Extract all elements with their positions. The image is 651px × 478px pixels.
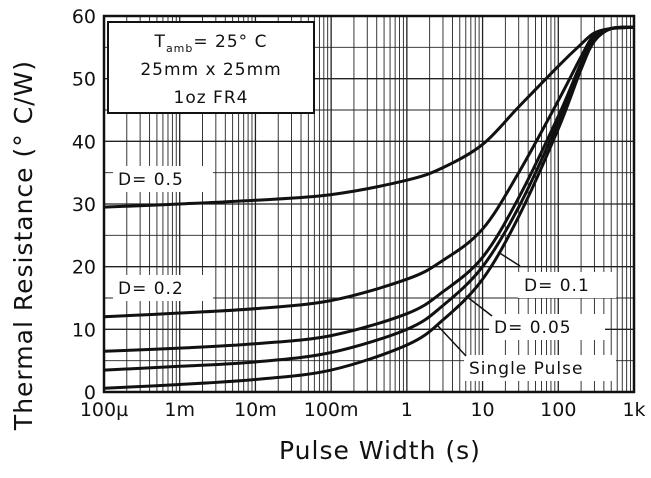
- annotation-bg-d01: [518, 272, 616, 298]
- annotation-bg-d02: [113, 275, 213, 301]
- annotation-bg-d005: [489, 314, 605, 340]
- y-tick-label: 40: [72, 131, 96, 153]
- annotations: D= 0.5 D= 0.2 D= 0.1 D= 0.05 Single Puls…: [113, 166, 616, 381]
- conditions-box-frame: [107, 21, 315, 114]
- x-tick-label: 1: [401, 399, 413, 421]
- annotation-d05: D= 0.5: [118, 170, 184, 190]
- y-tick-label: 10: [72, 319, 96, 341]
- annotation-d01: D= 0.1: [524, 276, 590, 296]
- annotation-d005: D= 0.05: [494, 318, 572, 338]
- x-tick-label: 10: [470, 399, 494, 421]
- series-lines: [103, 25, 635, 390]
- conditions-ambient-prefix: T: [154, 32, 166, 52]
- x-tick-label: 100: [540, 399, 576, 421]
- conditions-box: Tamb= 25° C 25mm x 25mm 1oz FR4: [107, 21, 315, 114]
- conditions-ambient-value: = 25° C: [193, 32, 267, 52]
- y-axis-title: Thermal Resistance (° C/W): [9, 60, 38, 431]
- plot-frame: [102, 14, 636, 394]
- conditions-line-2: 25mm x 25mm: [140, 60, 281, 80]
- y-tick-label: 0: [84, 382, 96, 404]
- y-tick-label: 20: [72, 257, 96, 279]
- annotation-d02: D= 0.2: [118, 279, 184, 299]
- conditions-line-1: Tamb= 25° C: [154, 32, 268, 55]
- leader-single: [437, 325, 467, 357]
- x-tick-label: 100m: [304, 399, 359, 421]
- y-tick-label: 60: [72, 6, 96, 28]
- annotation-bg-single: [464, 355, 616, 381]
- x-axis-title: Pulse Width (s): [279, 436, 481, 465]
- x-tick-label: 1m: [164, 399, 195, 421]
- x-tick-label: 1k: [622, 399, 645, 421]
- annotation-bg-d05: [113, 166, 213, 192]
- x-tick-label: 10m: [234, 399, 277, 421]
- leader-d005: [465, 295, 493, 317]
- y-tick-label: 30: [72, 194, 96, 216]
- series-line-4: [103, 25, 635, 390]
- conditions-line-3: 1oz FR4: [174, 88, 249, 108]
- tick-labels: 100µ 1m 10m 100m 1 10 100 1k 0 10 20 30 40 50 60: [72, 6, 646, 421]
- series-line-1: [103, 25, 635, 319]
- y-tick-label: 50: [72, 69, 96, 91]
- x-tick-label: 100µ: [80, 399, 128, 421]
- annotation-single-pulse: Single Pulse: [469, 359, 583, 379]
- leader-d01: [497, 251, 521, 267]
- conditions-ambient-subscript: amb: [166, 42, 193, 55]
